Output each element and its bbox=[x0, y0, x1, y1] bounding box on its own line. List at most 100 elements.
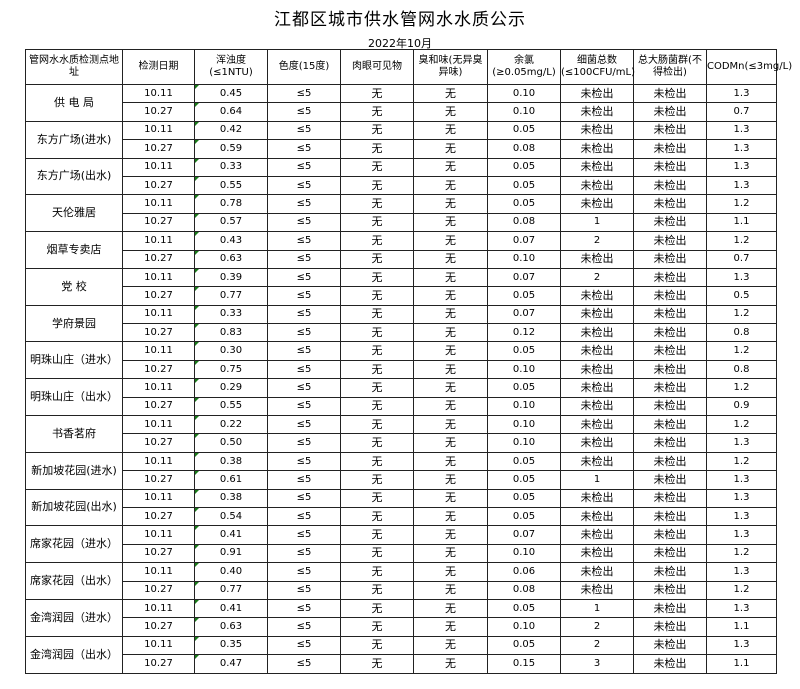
visible-matter-cell: 无 bbox=[340, 157, 414, 177]
date-cell: 10.11 bbox=[122, 378, 195, 398]
turbidity-cell: 0.45 bbox=[194, 83, 268, 104]
codmn-cell: 1.1 bbox=[706, 654, 777, 674]
odor-cell: 无 bbox=[413, 617, 488, 637]
coliform-cell: 未检出 bbox=[633, 433, 707, 453]
bacteria-cell: 2 bbox=[560, 267, 634, 288]
bacteria-cell: 2 bbox=[560, 635, 634, 656]
chlorine-cell: 0.05 bbox=[487, 194, 561, 214]
table-row: 东方广场(进水) 10.11 0.42 ≤5 无无 0.05 未检出 未检出 1.3 bbox=[25, 120, 777, 159]
visible-matter-cell: 无 bbox=[340, 286, 414, 306]
site-name-cell: 东方广场(出水) bbox=[25, 157, 123, 196]
codmn-cell: 1.1 bbox=[706, 617, 777, 637]
site-name-cell: 金湾润园（出水） bbox=[25, 635, 123, 674]
site-name-cell: 供 电 局 bbox=[25, 84, 123, 122]
bacteria-cell: 未检出 bbox=[560, 304, 634, 325]
date-cell: 10.11 bbox=[122, 415, 195, 435]
bacteria-cell: 1 bbox=[560, 598, 634, 619]
turbidity-cell: 0.42 bbox=[194, 120, 268, 141]
odor-cell: 无 bbox=[413, 654, 488, 674]
date-cell: 10.27 bbox=[122, 249, 195, 269]
color-cell: ≤5 bbox=[267, 341, 341, 361]
color-cell: ≤5 bbox=[267, 83, 341, 104]
codmn-cell: 1.3 bbox=[706, 506, 777, 527]
chlorine-cell: 0.05 bbox=[487, 635, 561, 656]
turbidity-cell: 0.41 bbox=[194, 598, 268, 619]
table-row: 10.27 0.57 ≤5 无无 0.08 1 未检出 1.1 bbox=[26, 212, 777, 233]
bacteria-cell: 未检出 bbox=[560, 249, 634, 269]
bacteria-cell: 未检出 bbox=[560, 396, 634, 417]
site-name-cell: 学府景园 bbox=[25, 304, 123, 343]
coliform-cell: 未检出 bbox=[633, 580, 707, 600]
codmn-cell: 1.2 bbox=[706, 304, 777, 325]
chlorine-cell: 0.10 bbox=[487, 249, 561, 269]
date-cell: 10.11 bbox=[122, 304, 195, 325]
codmn-cell: 0.7 bbox=[706, 102, 777, 122]
codmn-cell: 1.3 bbox=[706, 598, 777, 619]
date-cell: 10.11 bbox=[122, 635, 195, 656]
table-row: 10.27 0.61 ≤5 无无 0.05 1 未检出 1.3 bbox=[26, 470, 777, 490]
site-name-cell: 席家花园（进水） bbox=[25, 525, 123, 564]
color-cell: ≤5 bbox=[267, 378, 341, 398]
chlorine-cell: 0.10 bbox=[487, 102, 561, 122]
visible-matter-cell: 无 bbox=[340, 249, 414, 269]
chlorine-cell: 0.05 bbox=[487, 451, 561, 472]
turbidity-cell: 0.83 bbox=[194, 323, 268, 343]
visible-matter-cell: 无 bbox=[340, 562, 414, 582]
odor-cell: 无 bbox=[413, 341, 488, 361]
visible-matter-cell: 无 bbox=[340, 415, 414, 435]
color-cell: ≤5 bbox=[267, 488, 341, 508]
turbidity-cell: 0.91 bbox=[194, 543, 268, 564]
coliform-cell: 未检出 bbox=[633, 267, 707, 288]
date-cell: 10.11 bbox=[122, 451, 195, 472]
visible-matter-cell: 无 bbox=[340, 139, 414, 159]
chlorine-cell: 0.05 bbox=[487, 157, 561, 177]
color-cell: ≤5 bbox=[267, 304, 341, 325]
codmn-cell: 0.8 bbox=[706, 359, 777, 380]
visible-matter-cell: 无 bbox=[340, 341, 414, 361]
water-quality-table: 管网水水质检测点地址 检测日期 浑浊度(≤1NTU) 色度(15度) 肉眼可见物 臭和味(… bbox=[25, 49, 792, 674]
bacteria-cell: 2 bbox=[560, 231, 634, 251]
visible-matter-cell: 无 bbox=[340, 323, 414, 343]
codmn-cell: 0.5 bbox=[706, 286, 777, 306]
color-cell: ≤5 bbox=[267, 654, 341, 674]
bacteria-cell: 未检出 bbox=[560, 580, 634, 600]
table-row: 席家花园（进水） 10.11 0.41 ≤5 无无 0.07 未检出 未检出 1.3 bbox=[25, 525, 777, 564]
codmn-cell: 1.3 bbox=[706, 488, 777, 508]
visible-matter-cell: 无 bbox=[340, 304, 414, 325]
date-cell: 10.27 bbox=[122, 396, 195, 417]
odor-cell: 无 bbox=[413, 470, 488, 490]
table-row: 10.27 0.50 ≤5 无无 0.10 未检出 未检出 1.3 bbox=[26, 433, 777, 453]
codmn-cell: 1.1 bbox=[706, 212, 777, 233]
bacteria-cell: 未检出 bbox=[560, 157, 634, 177]
odor-cell: 无 bbox=[413, 175, 488, 196]
visible-matter-cell: 无 bbox=[340, 396, 414, 417]
turbidity-cell: 0.38 bbox=[194, 451, 268, 472]
date-cell: 10.11 bbox=[122, 231, 195, 251]
turbidity-cell: 0.59 bbox=[194, 139, 268, 159]
turbidity-cell: 0.54 bbox=[194, 506, 268, 527]
bacteria-cell: 未检出 bbox=[560, 506, 634, 527]
color-cell: ≤5 bbox=[267, 359, 341, 380]
codmn-cell: 1.3 bbox=[706, 267, 777, 288]
table-row: 10.27 0.63 ≤5 无无 0.10 未检出 未检出 0.7 bbox=[26, 249, 777, 269]
bacteria-cell: 未检出 bbox=[560, 194, 634, 214]
coliform-cell: 未检出 bbox=[633, 470, 707, 490]
codmn-cell: 0.9 bbox=[706, 396, 777, 417]
turbidity-cell: 0.22 bbox=[194, 415, 268, 435]
bacteria-cell: 未检出 bbox=[560, 451, 634, 472]
bacteria-cell: 1 bbox=[560, 212, 634, 233]
header-date: 检测日期 bbox=[122, 49, 195, 85]
date-cell: 10.27 bbox=[122, 470, 195, 490]
color-cell: ≤5 bbox=[267, 212, 341, 233]
turbidity-cell: 0.55 bbox=[194, 175, 268, 196]
turbidity-cell: 0.47 bbox=[194, 654, 268, 674]
odor-cell: 无 bbox=[413, 323, 488, 343]
color-cell: ≤5 bbox=[267, 231, 341, 251]
color-cell: ≤5 bbox=[267, 194, 341, 214]
coliform-cell: 未检出 bbox=[633, 212, 707, 233]
chlorine-cell: 0.10 bbox=[487, 83, 561, 104]
color-cell: ≤5 bbox=[267, 470, 341, 490]
table-row: 金湾润园（进水） 10.11 0.41 ≤5 无无 0.05 1 未检出 1.3 bbox=[25, 598, 777, 637]
date-cell: 10.27 bbox=[122, 543, 195, 564]
table-row: 东方广场(出水) 10.11 0.33 ≤5 无无 0.05 未检出 未检出 1.3 bbox=[25, 157, 777, 196]
